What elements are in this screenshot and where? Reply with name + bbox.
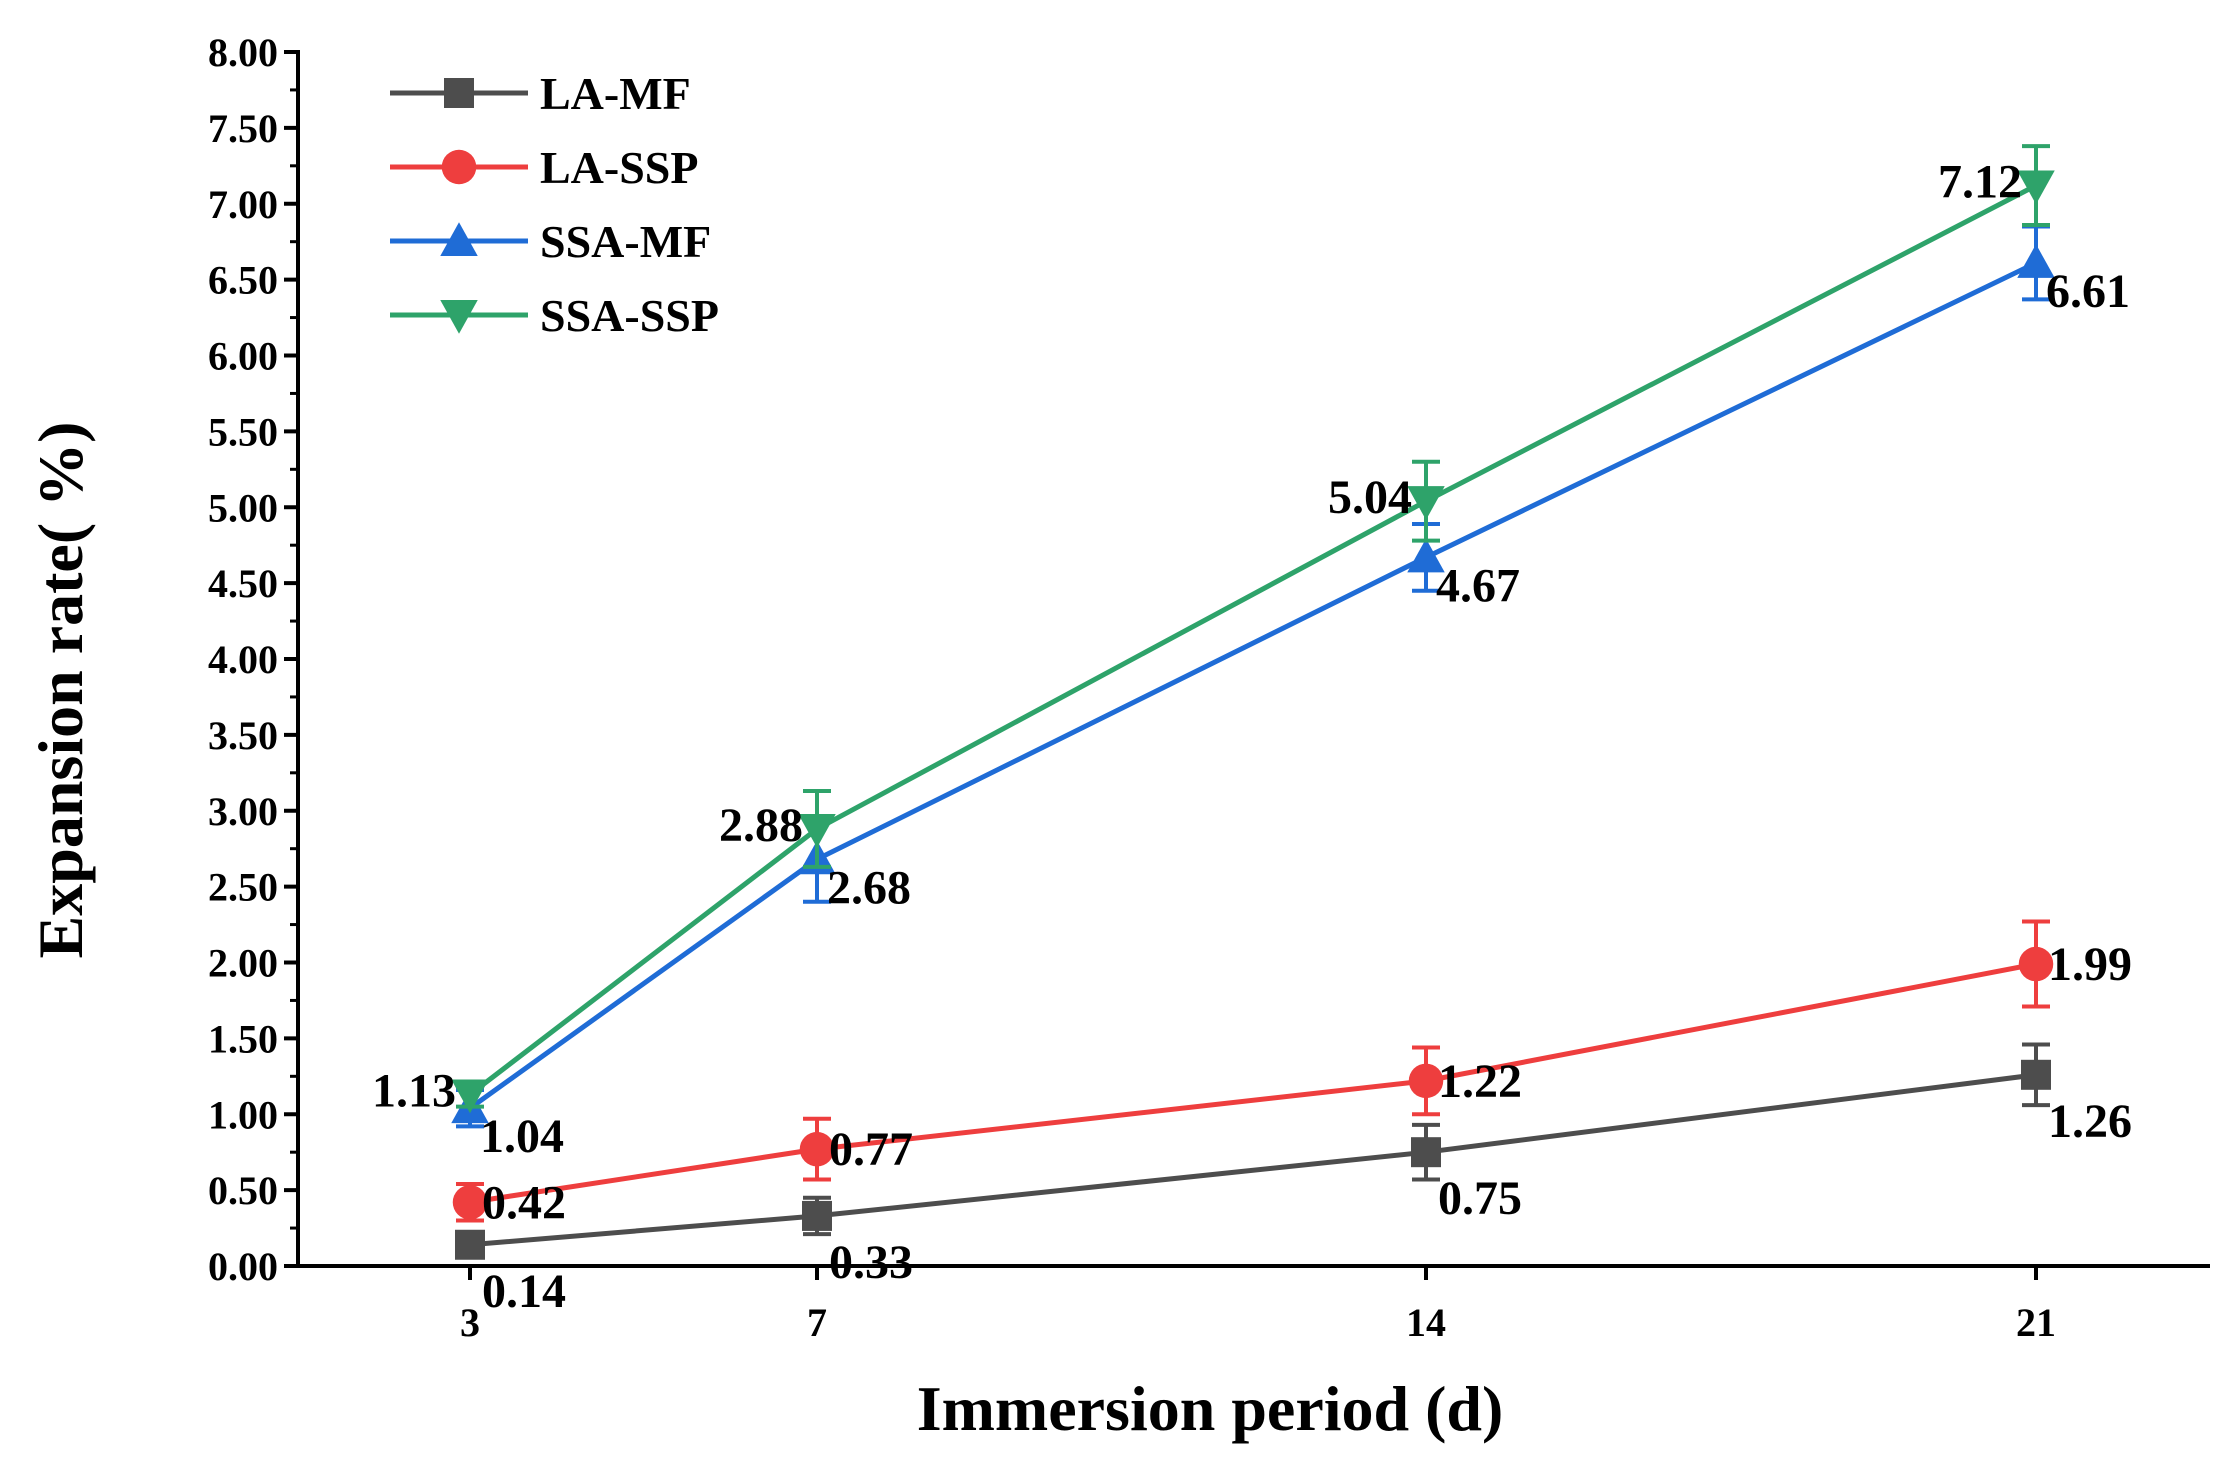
x-ticks: 3 7 14 21: [460, 1266, 2056, 1345]
y-tick-label: 7.00: [208, 182, 278, 227]
data-label: 6.61: [2046, 265, 2130, 318]
data-labels: 0.14 0.33 0.75 1.26 0.42 0.77 1.22 1.99 1.04 2.68…: [372, 156, 2132, 1318]
series-line: [469, 1072, 2037, 1248]
data-label: 1.22: [1438, 1055, 1522, 1108]
series-line: [468, 260, 2038, 1111]
y-tick-label: 4.00: [208, 637, 278, 682]
data-label: 1.04: [480, 1110, 564, 1163]
legend-item-ssa-ssp: SSA-SSP: [390, 290, 719, 341]
y-tick-label: 3.00: [208, 789, 278, 834]
y-tick-label: 7.50: [208, 106, 278, 151]
data-label: 7.12: [1938, 156, 2022, 209]
y-tick-label: 0.00: [208, 1244, 278, 1289]
data-label: 0.77: [829, 1123, 913, 1176]
series-la-mf: [455, 1042, 2051, 1260]
legend-item-la-mf: LA-MF: [390, 68, 691, 119]
legend-marker: [440, 300, 478, 334]
series-line: [468, 183, 2038, 1097]
y-tick-label: 6.50: [208, 258, 278, 303]
legend-label: LA-SSP: [540, 142, 698, 193]
y-tick-label: 8.00: [208, 30, 278, 75]
data-point: [799, 1131, 835, 1167]
x-tick-label: 7: [807, 1300, 827, 1345]
legend-label: LA-MF: [540, 68, 691, 119]
y-tick-label: 3.50: [208, 713, 278, 758]
data-point: [1407, 538, 1445, 573]
data-point: [1411, 1137, 1441, 1168]
legend-item-ssa-mf: SSA-MF: [390, 216, 711, 267]
y-tick-label: 2.00: [208, 941, 278, 986]
data-label: 0.42: [482, 1176, 566, 1229]
data-label: 1.13: [372, 1065, 456, 1118]
series-ssa-ssp: [451, 144, 2055, 1114]
x-tick-label: 3: [460, 1300, 480, 1345]
data-label: 1.99: [2048, 938, 2132, 991]
legend-marker: [441, 149, 477, 185]
x-tick-label: 21: [2016, 1300, 2056, 1345]
data-point: [1407, 486, 1445, 520]
y-tick-label: 5.50: [208, 409, 278, 454]
data-point: [2017, 244, 2055, 278]
legend: LA-MF LA-SSP SSA-MF SSA-SSP: [390, 68, 719, 341]
data-label: 0.33: [829, 1236, 913, 1289]
y-tick-label: 5.00: [208, 485, 278, 530]
data-label: 4.67: [1436, 559, 1520, 612]
data-point: [802, 1200, 832, 1231]
legend-label: SSA-SSP: [540, 290, 719, 341]
data-label: 2.88: [719, 799, 803, 852]
data-point: [2021, 1059, 2051, 1090]
legend-marker: [440, 222, 478, 256]
data-label: 0.75: [1438, 1172, 1522, 1225]
y-tick-label: 2.50: [208, 865, 278, 910]
y-tick-label: 4.50: [208, 561, 278, 606]
series-line: [469, 961, 2037, 1205]
data-point: [455, 1229, 485, 1260]
data-point: [2017, 170, 2055, 205]
y-ticks: 0.00 0.50 1.00 1.50 2.00 2.50 3.00 3.50 4.00 4.50…: [208, 30, 298, 1289]
data-label: 1.26: [2048, 1095, 2132, 1148]
series-ssa-mf: [451, 224, 2055, 1129]
y-tick-label: 1.50: [208, 1016, 278, 1061]
data-point: [1408, 1063, 1444, 1099]
legend-item-la-ssp: LA-SSP: [390, 142, 698, 193]
data-label: 2.68: [827, 861, 911, 914]
data-point: [451, 1079, 489, 1114]
data-point: [452, 1185, 488, 1220]
series-la-ssp: [452, 919, 2054, 1223]
data-label: 0.14: [482, 1265, 566, 1318]
data-point: [798, 813, 836, 848]
x-axis-title: Immersion period (d): [917, 1373, 1504, 1444]
series-layer: [451, 144, 2055, 1260]
y-axis-title: Expansion rate( %): [25, 422, 96, 959]
x-tick-label: 14: [1406, 1300, 1446, 1345]
legend-marker: [444, 78, 474, 108]
y-tick-label: 1.00: [208, 1092, 278, 1137]
y-tick-label: 6.00: [208, 334, 278, 379]
legend-label: SSA-MF: [540, 216, 711, 267]
data-point: [2018, 946, 2054, 982]
y-tick-label: 0.50: [208, 1168, 278, 1213]
data-label: 5.04: [1328, 471, 1412, 524]
